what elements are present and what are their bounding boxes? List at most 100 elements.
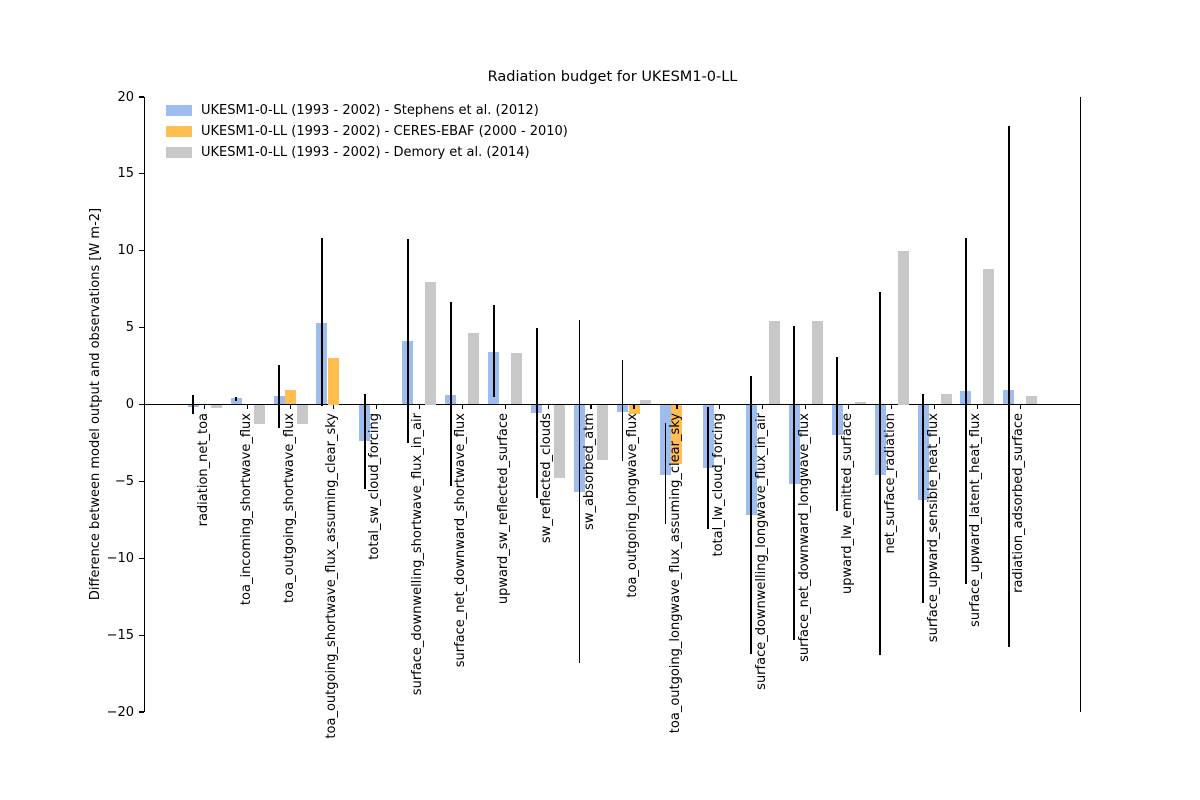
bar-demory: [511, 352, 523, 405]
bar-demory: [640, 399, 651, 405]
bar-demory: [597, 404, 609, 460]
x-tick: [418, 405, 420, 410]
x-tick-label: sw_reflected_clouds: [539, 412, 555, 543]
bar-stephens: [230, 398, 242, 405]
bar-demory: [768, 321, 780, 405]
x-tick: [332, 405, 335, 410]
error-bar: [321, 238, 323, 407]
error-bar: [836, 356, 839, 511]
x-tick: [247, 405, 249, 410]
x-tick-label: radiation_adsorbed_surface: [1011, 412, 1027, 593]
x-tick: [890, 405, 893, 410]
x-tick-label: toa_outgoing_shortwave_flux_assuming_cle…: [324, 412, 340, 739]
bar-demory: [983, 269, 995, 405]
y-tick: [139, 403, 144, 406]
y-tick-label: 5: [125, 320, 134, 336]
legend-swatch-demory: [166, 147, 192, 158]
bar-demory: [425, 281, 437, 405]
y-tick: [139, 327, 144, 329]
x-tick-label: surface_upward_latent_heat_flux: [968, 412, 984, 627]
x-tick: [719, 405, 721, 410]
bar-demory: [897, 250, 909, 405]
bar-demory: [554, 404, 566, 479]
error-bar: [707, 406, 710, 530]
bar-demory: [854, 402, 866, 405]
error-bar: [235, 396, 238, 401]
x-tick-label: total_sw_cloud_forcing: [367, 412, 383, 560]
x-tick: [676, 405, 678, 410]
y-tick-label: 10: [117, 243, 134, 259]
x-tick-label: radiation_net_toa: [195, 412, 211, 526]
bar-ceres-ebaf: [285, 389, 297, 405]
bar-ceres-ebaf: [327, 358, 339, 405]
bar-ceres-ebaf: [671, 404, 683, 465]
x-tick-label: toa_outgoing_longwave_flux: [625, 412, 640, 598]
x-tick: [547, 405, 549, 410]
bar-demory: [811, 321, 823, 405]
right-spine: [1080, 97, 1082, 712]
error-bar: [879, 292, 881, 656]
x-tick: [461, 405, 463, 410]
error-bar: [621, 359, 624, 462]
bar-demory: [468, 333, 480, 405]
bar-demory: [253, 404, 265, 424]
y-tick-label: 0: [125, 397, 134, 412]
y-tick-label: −15: [106, 627, 134, 643]
error-bar: [664, 422, 667, 525]
legend: UKESM1-0-LL (1993 - 2002) - Stephens et …: [166, 100, 568, 163]
y-tick: [139, 634, 144, 636]
error-bar: [364, 393, 366, 490]
bar-demory: [1026, 396, 1038, 405]
x-tick: [375, 405, 377, 410]
bar-demory: [296, 404, 308, 424]
error-bar: [965, 238, 967, 585]
legend-label: UKESM1-0-LL (1993 - 2002) - Stephens et …: [201, 103, 539, 118]
x-tick: [633, 405, 635, 410]
y-tick-label: 20: [117, 89, 134, 105]
x-tick: [204, 405, 206, 410]
error-bar: [1007, 126, 1010, 648]
error-bar: [793, 326, 796, 640]
zero-line: [145, 403, 1080, 406]
x-tick-label: toa_incoming_shortwave_flux: [238, 412, 254, 605]
bar-demory: [210, 404, 222, 409]
x-tick-label: surface_upward_sensible_heat_flux: [925, 412, 941, 642]
x-tick-label: upward_sw_reflected_surface: [496, 412, 512, 604]
legend-item: UKESM1-0-LL (1993 - 2002) - Stephens et …: [166, 100, 568, 121]
y-tick: [139, 173, 144, 175]
y-tick: [139, 250, 144, 252]
y-tick: [139, 96, 144, 98]
y-tick-label: 15: [117, 166, 134, 182]
x-tick: [590, 405, 592, 410]
x-tick-label: toa_outgoing_longwave_flux_assuming_clea…: [667, 412, 683, 733]
legend-label: UKESM1-0-LL (1993 - 2002) - CERES-EBAF (…: [201, 124, 568, 139]
y-tick-label: −20: [106, 704, 134, 720]
y-tick-label: −10: [106, 550, 134, 566]
error-bar: [449, 302, 452, 486]
error-bar: [492, 304, 495, 397]
y-tick: [139, 480, 144, 482]
error-bar: [922, 393, 924, 603]
legend-item: UKESM1-0-LL (1993 - 2002) - Demory et al…: [166, 142, 568, 163]
x-tick-label: surface_net_downward_longwave_flux: [796, 412, 812, 662]
bar-demory: [940, 393, 952, 405]
y-tick: [139, 557, 144, 559]
x-tick: [762, 405, 764, 410]
legend-swatch-stephens: [166, 105, 192, 116]
x-tick-label: surface_downwelling_shortwave_flux_in_ai…: [410, 412, 426, 695]
error-bar: [535, 327, 538, 499]
x-tick-label: upward_lw_emitted_surface: [839, 412, 855, 594]
x-tick: [289, 405, 292, 410]
left-spine: [144, 97, 146, 712]
x-tick: [933, 405, 936, 410]
x-tick: [805, 405, 807, 410]
legend-item: UKESM1-0-LL (1993 - 2002) - CERES-EBAF (…: [166, 121, 568, 142]
y-tick: [139, 711, 144, 713]
chart-title: Radiation budget for UKESM1-0-LL: [487, 69, 738, 85]
legend-label: UKESM1-0-LL (1993 - 2002) - Demory et al…: [201, 145, 530, 160]
error-bar: [578, 319, 581, 663]
bar-ceres-ebaf: [628, 404, 640, 414]
error-bar: [406, 239, 409, 443]
legend-swatch-ceres-ebaf: [166, 126, 192, 137]
